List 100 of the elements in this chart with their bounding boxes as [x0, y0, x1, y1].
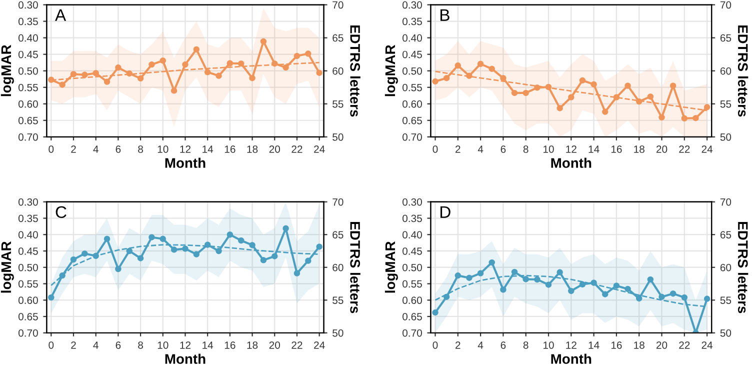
x-tick-label: 0	[432, 146, 438, 153]
x-tick-label: 8	[138, 146, 143, 153]
x-tick-label: 18	[634, 146, 644, 153]
point	[704, 296, 710, 302]
x-tick-label: 10	[158, 146, 168, 153]
y2-tick-label: 55	[720, 100, 732, 108]
point	[579, 281, 586, 288]
y2-tick-label: 60	[720, 67, 732, 75]
point	[249, 74, 256, 82]
point	[624, 286, 631, 292]
point	[534, 276, 540, 283]
x-tick-label: 6	[500, 146, 506, 153]
point	[70, 256, 77, 263]
point	[477, 270, 484, 276]
point	[272, 253, 278, 260]
point	[104, 236, 110, 242]
y-tick-label: 0.50	[402, 67, 422, 75]
point	[692, 114, 699, 122]
x-tick-label: 0	[48, 341, 54, 349]
y-tick-label: 0.30	[402, 198, 422, 206]
y-tick-label: 0.30	[18, 198, 38, 206]
y-tick-label: 0.70	[402, 133, 422, 141]
point	[647, 93, 654, 100]
point	[602, 291, 608, 298]
x-tick-label: 20	[656, 146, 668, 153]
y2-axis-title: EDTRS letters	[738, 222, 748, 314]
y-tick-label: 0.70	[402, 329, 422, 337]
point	[432, 309, 438, 316]
point	[670, 290, 676, 297]
x-tick-label: 16	[224, 146, 236, 153]
x-tick-label: 2	[71, 146, 76, 153]
y-axis-title: logMAR	[384, 241, 398, 293]
point	[137, 255, 144, 262]
point	[70, 71, 77, 78]
y-tick-label: 0.60	[402, 100, 422, 108]
point	[204, 69, 211, 76]
point	[511, 268, 518, 276]
point	[104, 78, 110, 85]
y-tick-label: 0.55	[402, 280, 422, 288]
point	[454, 272, 462, 279]
point	[260, 38, 267, 45]
y-tick-label: 0.35	[402, 18, 422, 26]
y2-tick-label: 60	[332, 264, 344, 272]
x-tick-label: 20	[269, 341, 280, 349]
x-tick-label: 22	[292, 341, 302, 349]
x-tick-label: 20	[269, 146, 280, 153]
x-tick-label: 14	[202, 342, 214, 349]
point	[216, 72, 222, 79]
y-tick-label: 0.50	[18, 67, 38, 75]
y-tick-label: 0.70	[18, 133, 38, 141]
y2-tick-label: 50	[720, 329, 732, 337]
y-tick-label: 0.55	[18, 280, 38, 288]
point	[193, 251, 200, 258]
point	[126, 248, 132, 254]
annotation: B	[440, 9, 450, 21]
y-tick-label: 0.70	[18, 329, 38, 337]
point	[568, 288, 574, 294]
point	[115, 266, 122, 272]
x-tick-label: 8	[138, 341, 143, 349]
y2-axis-title: EDTRS letters	[350, 25, 360, 117]
y-tick-label: 0.65	[402, 116, 422, 124]
point	[182, 61, 188, 68]
y-tick-label: 0.45	[18, 247, 38, 255]
y-axis-title: logMAR	[384, 44, 398, 96]
point	[282, 225, 289, 232]
x-tick-label: 12	[566, 341, 576, 349]
x-tick-label: 10	[544, 146, 554, 153]
x-tick-label: 12	[566, 146, 576, 153]
x-tick-label: 22	[679, 341, 690, 349]
y-tick-label: 0.40	[402, 34, 422, 42]
point	[556, 269, 563, 276]
point	[204, 242, 211, 248]
y-tick-label: 0.30	[402, 1, 422, 9]
y2-axis-title: EDTRS letters	[738, 25, 748, 117]
x-tick-label: 12	[180, 341, 191, 349]
point	[488, 66, 495, 72]
x-tick-label: 10	[158, 341, 168, 349]
point	[316, 244, 322, 250]
y-tick-label: 0.45	[402, 50, 422, 58]
point	[647, 276, 654, 283]
point	[148, 61, 155, 68]
point	[160, 236, 166, 242]
x-tick-label: 18	[247, 146, 258, 153]
point	[170, 246, 178, 253]
x-tick-label: 4	[478, 342, 484, 349]
point	[488, 259, 495, 266]
point	[500, 74, 506, 82]
point	[568, 94, 574, 100]
x-tick-label: 20	[656, 341, 668, 349]
point	[260, 257, 267, 264]
y-tick-label: 0.65	[402, 312, 422, 320]
point	[556, 105, 563, 112]
y2-tick-label: 50	[720, 133, 732, 141]
point	[160, 57, 166, 64]
point	[432, 78, 438, 85]
point	[238, 60, 244, 67]
x-tick-label: 2	[71, 341, 76, 349]
y2-tick-label: 70	[720, 1, 732, 9]
y2-tick-label: 70	[720, 198, 732, 206]
y-tick-label: 0.60	[402, 296, 422, 304]
